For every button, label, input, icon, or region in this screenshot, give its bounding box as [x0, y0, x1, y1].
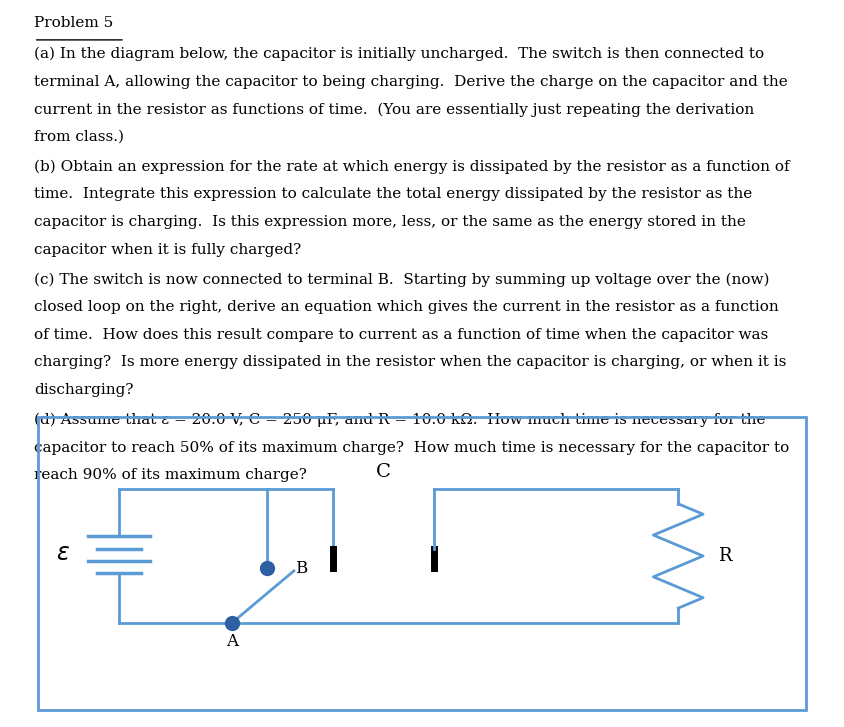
Text: capacitor when it is fully charged?: capacitor when it is fully charged?: [34, 243, 301, 257]
Text: Problem 5: Problem 5: [34, 16, 113, 31]
Text: $\varepsilon$: $\varepsilon$: [57, 542, 70, 566]
Text: capacitor to reach 50% of its maximum charge?  How much time is necessary for th: capacitor to reach 50% of its maximum ch…: [34, 441, 789, 454]
Text: terminal A, allowing the capacitor to being charging.  Derive the charge on the : terminal A, allowing the capacitor to be…: [34, 74, 787, 89]
Text: capacitor is charging.  Is this expression more, less, or the same as the energy: capacitor is charging. Is this expressio…: [34, 215, 745, 229]
Text: (d) Assume that ε = 20.0 V, C = 250 μF, and R = 10.0 kΩ.  How much time is neces: (d) Assume that ε = 20.0 V, C = 250 μF, …: [34, 413, 766, 427]
Text: charging?  Is more energy dissipated in the resistor when the capacitor is charg: charging? Is more energy dissipated in t…: [34, 356, 786, 369]
Text: reach 90% of its maximum charge?: reach 90% of its maximum charge?: [34, 468, 306, 482]
Text: of time.  How does this result compare to current as a function of time when the: of time. How does this result compare to…: [34, 328, 768, 342]
Text: time.  Integrate this expression to calculate the total energy dissipated by the: time. Integrate this expression to calcu…: [34, 188, 752, 201]
Text: (a) In the diagram below, the capacitor is initially uncharged.  The switch is t: (a) In the diagram below, the capacitor …: [34, 47, 764, 61]
Text: C: C: [376, 462, 391, 481]
Text: (b) Obtain an expression for the rate at which energy is dissipated by the resis: (b) Obtain an expression for the rate at…: [34, 160, 789, 174]
Text: (c) The switch is now connected to terminal B.  Starting by summing up voltage o: (c) The switch is now connected to termi…: [34, 273, 769, 286]
Text: from class.): from class.): [34, 130, 124, 144]
Text: B: B: [295, 560, 308, 577]
Text: current in the resistor as functions of time.  (You are essentially just repeati: current in the resistor as functions of …: [34, 103, 754, 116]
Text: discharging?: discharging?: [34, 383, 133, 397]
Text: R: R: [718, 547, 732, 565]
Text: closed loop on the right, derive an equation which gives the current in the resi: closed loop on the right, derive an equa…: [34, 300, 778, 314]
Text: A: A: [225, 633, 238, 651]
